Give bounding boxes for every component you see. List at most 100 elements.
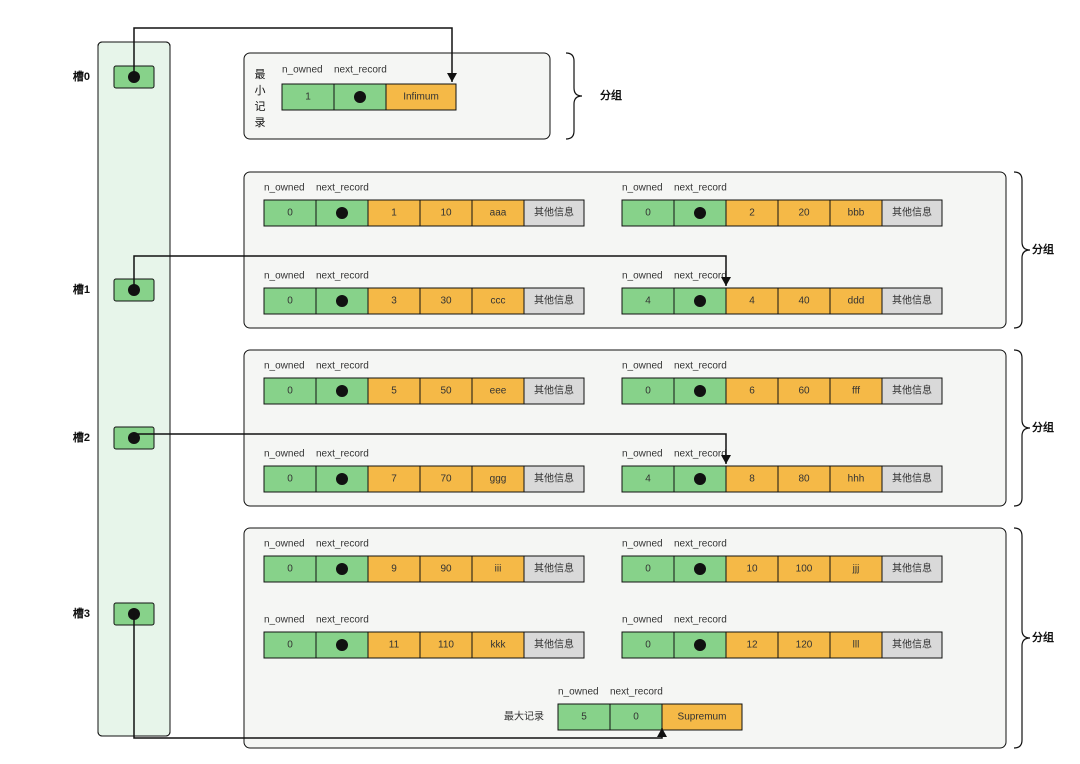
svg-text:n_owned: n_owned	[264, 449, 305, 460]
svg-text:6: 6	[749, 386, 755, 397]
svg-text:n_owned: n_owned	[622, 183, 663, 194]
svg-text:n_owned: n_owned	[558, 687, 599, 698]
svg-text:11: 11	[389, 640, 400, 651]
slot-label: 槽2	[73, 430, 90, 444]
svg-text:n_owned: n_owned	[622, 361, 663, 372]
svg-text:next_record: next_record	[316, 183, 369, 194]
svg-text:5: 5	[581, 712, 587, 723]
svg-text:80: 80	[798, 474, 810, 485]
svg-text:kkk: kkk	[491, 640, 507, 651]
svg-text:next_record: next_record	[316, 449, 369, 460]
svg-text:next_record: next_record	[674, 271, 727, 282]
svg-text:next_record: next_record	[610, 687, 663, 698]
svg-text:n_owned: n_owned	[264, 361, 305, 372]
svg-text:bbb: bbb	[848, 208, 865, 219]
svg-text:fff: fff	[852, 386, 860, 397]
svg-text:4: 4	[749, 296, 755, 307]
svg-text:50: 50	[440, 386, 452, 397]
svg-text:lll: lll	[853, 640, 860, 651]
svg-text:next_record: next_record	[316, 615, 369, 626]
svg-text:10: 10	[746, 564, 758, 575]
diagram-canvas: 槽0 槽1 槽2 槽3 最小记录 n_owned next_record 1 Infimum n_…	[0, 0, 1080, 764]
svg-text:next_record: next_record	[674, 539, 727, 550]
slot-label: 槽0	[73, 69, 90, 83]
svg-text:10: 10	[440, 208, 452, 219]
svg-text:n_owned: n_owned	[622, 449, 663, 460]
svg-text:ggg: ggg	[490, 474, 507, 485]
svg-text:0: 0	[287, 386, 293, 397]
svg-text:其他信息: 其他信息	[892, 638, 932, 651]
svg-text:3: 3	[391, 296, 397, 307]
svg-text:分组: 分组	[1032, 242, 1054, 256]
svg-text:9: 9	[391, 564, 397, 575]
svg-text:eee: eee	[490, 386, 507, 397]
svg-text:ddd: ddd	[848, 296, 865, 307]
svg-text:0: 0	[633, 712, 639, 723]
svg-text:0: 0	[287, 208, 293, 219]
svg-text:最: 最	[255, 68, 266, 81]
svg-text:20: 20	[798, 208, 810, 219]
svg-text:n_owned: n_owned	[622, 615, 663, 626]
svg-text:aaa: aaa	[490, 208, 507, 219]
svg-text:hhh: hhh	[848, 474, 865, 485]
svg-text:70: 70	[440, 474, 452, 485]
svg-text:Infimum: Infimum	[403, 92, 439, 103]
svg-text:0: 0	[645, 564, 651, 575]
svg-text:n_owned: n_owned	[264, 183, 305, 194]
svg-text:next_record: next_record	[674, 361, 727, 372]
slot-label: 槽3	[73, 606, 90, 620]
svg-text:n_owned: n_owned	[622, 539, 663, 550]
svg-text:其他信息: 其他信息	[534, 638, 574, 651]
svg-text:next_record: next_record	[674, 615, 727, 626]
svg-text:60: 60	[798, 386, 810, 397]
svg-text:其他信息: 其他信息	[534, 562, 574, 575]
svg-text:n_owned: n_owned	[622, 271, 663, 282]
svg-text:n_owned: n_owned	[264, 271, 305, 282]
svg-text:7: 7	[391, 474, 397, 485]
svg-text:其他信息: 其他信息	[534, 384, 574, 397]
svg-text:0: 0	[287, 474, 293, 485]
svg-text:最大记录: 最大记录	[504, 710, 544, 723]
svg-text:0: 0	[645, 386, 651, 397]
svg-text:0: 0	[645, 640, 651, 651]
svg-text:0: 0	[287, 640, 293, 651]
svg-text:2: 2	[749, 208, 755, 219]
svg-text:next_record: next_record	[334, 65, 387, 76]
svg-text:0: 0	[287, 564, 293, 575]
svg-text:next_record: next_record	[316, 361, 369, 372]
svg-text:iii: iii	[495, 564, 502, 575]
svg-text:小: 小	[255, 84, 266, 97]
svg-text:5: 5	[391, 386, 397, 397]
svg-text:n_owned: n_owned	[282, 65, 323, 76]
svg-text:录: 录	[255, 116, 266, 129]
svg-text:n_owned: n_owned	[264, 615, 305, 626]
svg-text:记: 记	[255, 100, 266, 113]
svg-text:40: 40	[798, 296, 810, 307]
svg-text:next_record: next_record	[316, 271, 369, 282]
svg-text:0: 0	[645, 208, 651, 219]
svg-text:100: 100	[796, 564, 813, 575]
svg-text:0: 0	[287, 296, 293, 307]
svg-text:12: 12	[746, 640, 758, 651]
svg-text:next_record: next_record	[316, 539, 369, 550]
svg-text:110: 110	[438, 640, 454, 651]
svg-text:Supremum: Supremum	[678, 712, 727, 723]
svg-text:ccc: ccc	[491, 296, 506, 307]
svg-text:4: 4	[645, 296, 651, 307]
svg-text:120: 120	[796, 640, 813, 651]
svg-text:1: 1	[391, 208, 397, 219]
slot-label: 槽1	[73, 282, 90, 296]
svg-text:分组: 分组	[600, 88, 622, 102]
svg-text:30: 30	[440, 296, 452, 307]
svg-text:其他信息: 其他信息	[892, 206, 932, 219]
svg-text:1: 1	[305, 92, 311, 103]
svg-text:jjj: jjj	[852, 564, 860, 575]
svg-text:next_record: next_record	[674, 183, 727, 194]
svg-text:n_owned: n_owned	[264, 539, 305, 550]
svg-text:其他信息: 其他信息	[892, 384, 932, 397]
svg-text:其他信息: 其他信息	[892, 562, 932, 575]
svg-text:其他信息: 其他信息	[534, 472, 574, 485]
svg-text:4: 4	[645, 474, 651, 485]
svg-text:其他信息: 其他信息	[892, 472, 932, 485]
svg-text:其他信息: 其他信息	[534, 294, 574, 307]
